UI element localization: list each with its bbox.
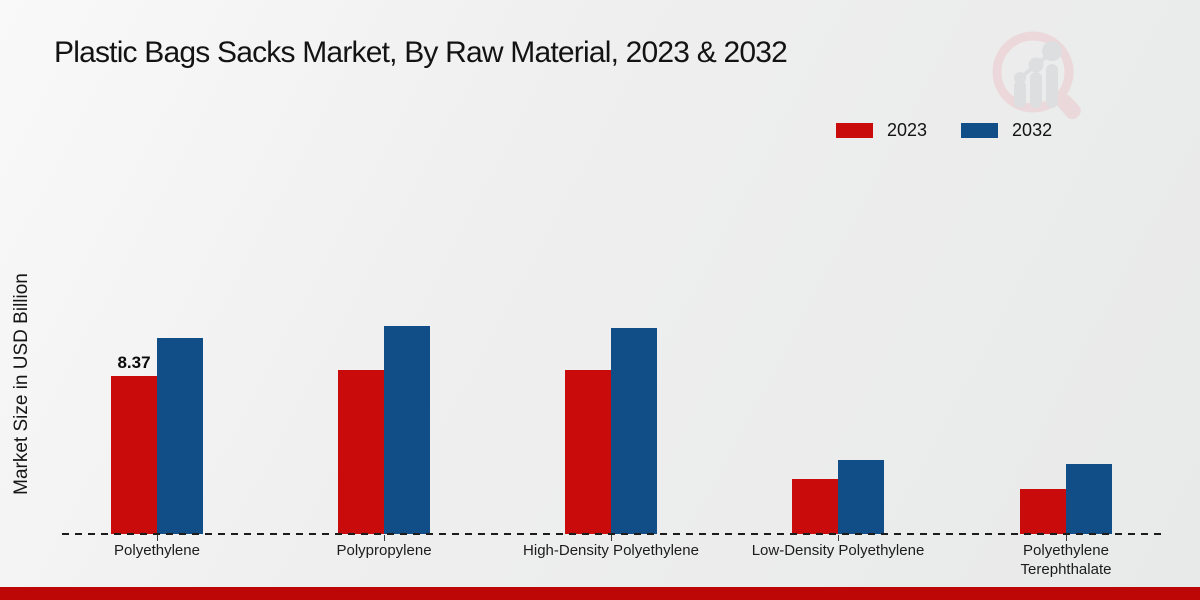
bar-2023-high-density-polyethylene — [565, 370, 611, 534]
bar-2032-polyethylene-terephthalate — [1066, 464, 1112, 534]
bar-2032-high-density-polyethylene — [611, 328, 657, 534]
bar-2023-low-density-polyethylene — [792, 479, 838, 534]
legend: 2023 2032 — [836, 120, 1052, 141]
axis-tick — [384, 535, 385, 541]
category-label-polypropylene: Polypropylene — [336, 542, 432, 559]
legend-item-2032: 2032 — [961, 120, 1052, 141]
category-label-low-density-polyethylene: Low-Density Polyethylene — [751, 542, 925, 559]
bar-2023-polyethylene — [111, 376, 157, 534]
axis-tick — [838, 535, 839, 541]
x-axis-baseline — [62, 533, 1161, 535]
category-label-high-density-polyethylene: High-Density Polyethylene — [523, 542, 699, 559]
legend-swatch-2023 — [836, 123, 873, 138]
chart-title: Plastic Bags Sacks Market, By Raw Materi… — [54, 36, 788, 69]
bar-2032-polyethylene — [157, 338, 203, 534]
magnifier-bar-chart-logo-icon — [992, 31, 1081, 120]
axis-tick — [1066, 535, 1067, 541]
legend-label: 2023 — [887, 120, 928, 140]
category-label-polyethylene: Polyethylene — [114, 542, 200, 559]
bar-2032-low-density-polyethylene — [838, 460, 884, 534]
bar-2023-polypropylene — [338, 370, 384, 534]
legend-item-2023: 2023 — [836, 120, 927, 141]
axis-tick — [611, 535, 612, 541]
category-label-polyethylene-terephthalate: Polyethylene Terephthalate — [1020, 542, 1112, 578]
legend-label: 2032 — [1012, 120, 1053, 140]
bar-2023-polyethylene-terephthalate — [1020, 489, 1066, 534]
bar-value-label: 8.37 — [117, 353, 151, 372]
bottom-accent-bar — [0, 587, 1200, 600]
legend-swatch-2032 — [961, 123, 999, 138]
bar-2032-polypropylene — [384, 326, 430, 534]
axis-tick — [157, 535, 158, 541]
